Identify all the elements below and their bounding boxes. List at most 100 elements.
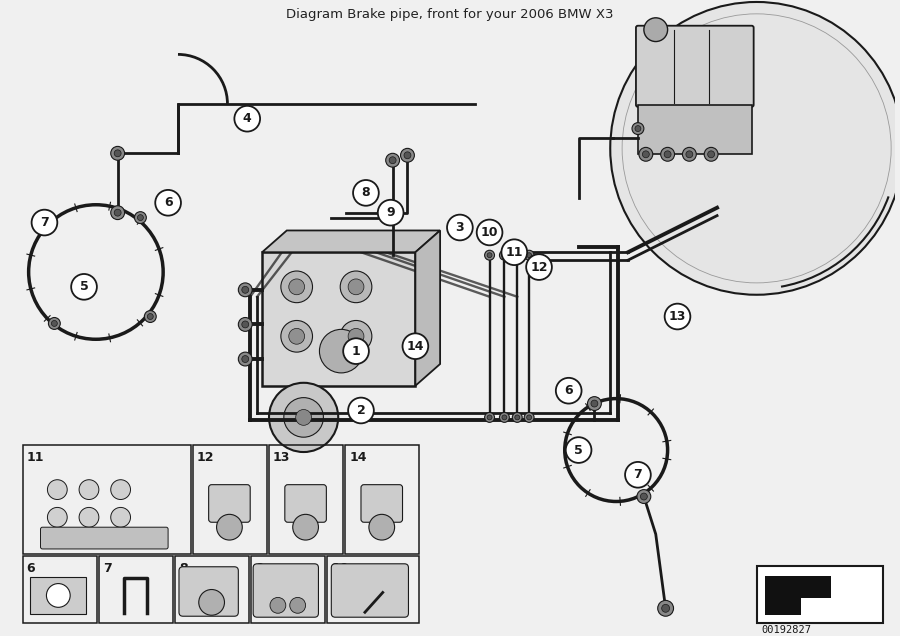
- Circle shape: [51, 321, 58, 326]
- Circle shape: [400, 148, 414, 162]
- Circle shape: [348, 398, 374, 424]
- Circle shape: [111, 205, 124, 219]
- Circle shape: [447, 214, 473, 240]
- Circle shape: [348, 279, 364, 294]
- Text: 6: 6: [564, 384, 573, 398]
- Circle shape: [389, 157, 396, 163]
- Circle shape: [526, 254, 552, 280]
- Circle shape: [111, 508, 130, 527]
- Circle shape: [353, 180, 379, 205]
- Circle shape: [704, 148, 718, 162]
- Circle shape: [477, 219, 502, 245]
- Circle shape: [502, 252, 507, 258]
- FancyBboxPatch shape: [209, 485, 250, 522]
- Circle shape: [114, 150, 122, 157]
- Circle shape: [500, 250, 509, 260]
- Text: 00192827: 00192827: [761, 625, 812, 635]
- FancyBboxPatch shape: [331, 563, 409, 617]
- Circle shape: [320, 329, 363, 373]
- Circle shape: [242, 321, 248, 328]
- Text: 8: 8: [179, 562, 187, 575]
- Text: 9: 9: [386, 206, 395, 219]
- Text: 12: 12: [530, 261, 548, 273]
- FancyBboxPatch shape: [262, 252, 416, 386]
- Circle shape: [484, 250, 494, 260]
- Circle shape: [386, 153, 400, 167]
- Circle shape: [512, 250, 522, 260]
- Text: 13: 13: [273, 451, 291, 464]
- Text: 6: 6: [164, 197, 173, 209]
- Circle shape: [664, 151, 671, 158]
- Circle shape: [369, 515, 394, 540]
- Circle shape: [639, 148, 652, 162]
- Circle shape: [289, 328, 304, 344]
- Text: 8: 8: [362, 186, 370, 199]
- Circle shape: [556, 378, 581, 404]
- Circle shape: [686, 151, 693, 158]
- Circle shape: [378, 200, 403, 226]
- Circle shape: [234, 106, 260, 132]
- Circle shape: [134, 212, 147, 223]
- Circle shape: [281, 321, 312, 352]
- Circle shape: [501, 239, 527, 265]
- Circle shape: [610, 2, 900, 294]
- Circle shape: [632, 123, 644, 135]
- Circle shape: [402, 333, 428, 359]
- Text: 6: 6: [27, 562, 35, 575]
- Circle shape: [566, 437, 591, 463]
- Circle shape: [217, 515, 242, 540]
- Circle shape: [512, 413, 522, 422]
- Text: 14: 14: [407, 340, 424, 353]
- Text: 5: 5: [80, 280, 88, 293]
- Text: 11: 11: [506, 245, 523, 259]
- FancyBboxPatch shape: [638, 105, 752, 155]
- Circle shape: [242, 356, 248, 363]
- Circle shape: [269, 383, 338, 452]
- FancyBboxPatch shape: [30, 577, 86, 614]
- Circle shape: [626, 462, 651, 488]
- Circle shape: [79, 480, 99, 499]
- Circle shape: [707, 151, 715, 158]
- Circle shape: [289, 279, 304, 294]
- Circle shape: [484, 413, 494, 422]
- Text: 7: 7: [103, 562, 112, 575]
- Circle shape: [47, 584, 70, 607]
- Text: Diagram Brake pipe, front for your 2006 BMW X3: Diagram Brake pipe, front for your 2006 …: [286, 8, 614, 21]
- Circle shape: [343, 338, 369, 364]
- Circle shape: [284, 398, 323, 437]
- Circle shape: [588, 397, 601, 410]
- Circle shape: [238, 317, 252, 331]
- Circle shape: [144, 310, 157, 322]
- Circle shape: [281, 271, 312, 303]
- Text: 14: 14: [349, 451, 366, 464]
- Circle shape: [502, 415, 507, 420]
- Polygon shape: [416, 230, 440, 386]
- Circle shape: [270, 597, 286, 613]
- Circle shape: [515, 415, 519, 420]
- Circle shape: [111, 480, 130, 499]
- Circle shape: [290, 597, 306, 613]
- Text: 9: 9: [255, 562, 264, 575]
- Circle shape: [661, 148, 674, 162]
- Circle shape: [524, 250, 534, 260]
- FancyBboxPatch shape: [253, 563, 319, 617]
- Circle shape: [71, 274, 97, 300]
- Circle shape: [500, 413, 509, 422]
- Circle shape: [340, 321, 372, 352]
- Circle shape: [641, 493, 647, 500]
- Text: 1: 1: [352, 345, 360, 357]
- Text: 12: 12: [197, 451, 214, 464]
- Circle shape: [682, 148, 697, 162]
- Text: 7: 7: [40, 216, 49, 229]
- Circle shape: [114, 209, 122, 216]
- Circle shape: [148, 314, 153, 319]
- Circle shape: [404, 152, 411, 159]
- FancyBboxPatch shape: [284, 485, 327, 522]
- Circle shape: [662, 604, 670, 612]
- Circle shape: [515, 252, 519, 258]
- Circle shape: [664, 303, 690, 329]
- Circle shape: [32, 210, 58, 235]
- Polygon shape: [262, 230, 440, 252]
- Text: 11: 11: [27, 451, 44, 464]
- Circle shape: [238, 352, 252, 366]
